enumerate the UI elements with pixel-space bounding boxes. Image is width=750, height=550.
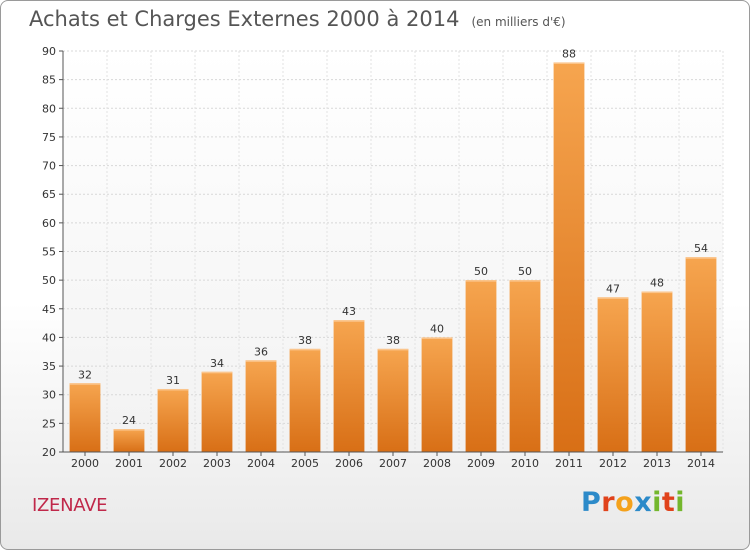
- bar-highlight: [201, 371, 233, 374]
- x-tick-label: 2003: [203, 457, 231, 470]
- x-tick-label: 2010: [511, 457, 539, 470]
- y-tick-label: 75: [42, 131, 56, 144]
- bar: [201, 371, 233, 452]
- bar-highlight: [465, 280, 497, 282]
- bar: [641, 291, 673, 452]
- logo-letter: o: [615, 487, 635, 518]
- y-tick-label: 20: [42, 446, 56, 459]
- x-tick-label: 2000: [71, 457, 99, 470]
- bar: [113, 429, 145, 452]
- bar: [597, 297, 629, 452]
- y-tick-label: 45: [42, 303, 56, 316]
- bar-highlight: [245, 360, 277, 362]
- bar: [685, 257, 717, 452]
- bar-value-label: 38: [298, 334, 312, 347]
- bar-highlight: [333, 320, 365, 322]
- proxiti-logo: Proxiti: [581, 487, 685, 518]
- x-tick-label: 2005: [291, 457, 319, 470]
- bar: [69, 383, 101, 452]
- bar-highlight: [377, 348, 409, 351]
- bar-value-label: 50: [474, 265, 488, 278]
- bar-value-label: 50: [518, 265, 532, 278]
- bar-value-label: 36: [254, 345, 268, 358]
- y-tick-label: 35: [42, 360, 56, 373]
- y-tick-label: 70: [42, 160, 56, 173]
- bar: [509, 280, 541, 452]
- bar: [289, 348, 321, 452]
- bar-highlight: [509, 280, 541, 282]
- y-tick-label: 85: [42, 74, 56, 87]
- x-tick-label: 2009: [467, 457, 495, 470]
- logo-letter: r: [601, 487, 616, 518]
- bar-value-label: 32: [78, 368, 92, 381]
- bar: [157, 388, 189, 452]
- logo-letter: P: [581, 487, 602, 518]
- bar-value-label: 43: [342, 305, 356, 318]
- bar-highlight: [113, 429, 145, 431]
- x-tick-label: 2013: [643, 457, 671, 470]
- y-tick-label: 90: [42, 45, 56, 58]
- y-tick-label: 30: [42, 389, 56, 402]
- axes: 20 25 30 35 40 45 50 55 60 65 70 75 80 85 90 2000 2001 20…: [42, 45, 723, 470]
- bar-value-label: 40: [430, 322, 444, 335]
- y-tick-label: 65: [42, 188, 56, 201]
- bar-value-label: 88: [562, 47, 576, 60]
- bar: [377, 348, 409, 452]
- logo-letter: i: [652, 487, 662, 518]
- bar-value-label: 34: [210, 357, 224, 370]
- logo-letter: x: [634, 487, 653, 518]
- x-tick-label: 2014: [687, 457, 715, 470]
- x-tick-label: 2007: [379, 457, 407, 470]
- bar-highlight: [597, 297, 629, 299]
- x-tick-label: 2012: [599, 457, 627, 470]
- bar: [421, 337, 453, 452]
- x-tick-label: 2004: [247, 457, 275, 470]
- chart-title: Achats et Charges Externes 2000 à 2014 (e…: [29, 7, 566, 31]
- bar-value-label: 48: [650, 277, 664, 290]
- y-tick-label: 25: [42, 417, 56, 430]
- x-tick-label: 2006: [335, 457, 363, 470]
- y-tick-label: 50: [42, 274, 56, 287]
- bar-highlight: [553, 62, 585, 64]
- x-tick-label: 2008: [423, 457, 451, 470]
- bar-highlight: [641, 291, 673, 294]
- bar-highlight: [157, 388, 189, 391]
- chart-title-text: Achats et Charges Externes 2000 à 2014: [29, 7, 460, 31]
- x-tick-label: 2001: [115, 457, 143, 470]
- bar: [245, 360, 277, 452]
- bar: [333, 320, 365, 452]
- x-tick-label: 2002: [159, 457, 187, 470]
- bar-highlight: [685, 257, 717, 259]
- bars: 32 24 31 34 36 38 43 38 40 50 50 88 47 48 54: [69, 47, 717, 452]
- bar-highlight: [289, 348, 321, 351]
- bar-highlight: [421, 337, 453, 339]
- logo-letter: i: [675, 487, 686, 518]
- bar-value-label: 24: [122, 414, 136, 427]
- y-tick-label: 60: [42, 217, 56, 230]
- y-tick-label: 55: [42, 246, 56, 259]
- bar-value-label: 38: [386, 334, 400, 347]
- y-tick-label: 40: [42, 331, 56, 344]
- bar: [465, 280, 497, 452]
- bar-value-label: 54: [694, 242, 708, 255]
- logo-letter: t: [661, 487, 676, 518]
- commune-name: IZENAVE: [32, 495, 108, 516]
- x-tick-label: 2011: [555, 457, 583, 470]
- bar: [553, 62, 585, 452]
- chart-subtitle: (en milliers d'€): [471, 15, 566, 29]
- bar-value-label: 47: [606, 282, 620, 295]
- y-tick-label: 80: [42, 102, 56, 115]
- bar-highlight: [69, 383, 101, 385]
- bar-value-label: 31: [166, 374, 180, 387]
